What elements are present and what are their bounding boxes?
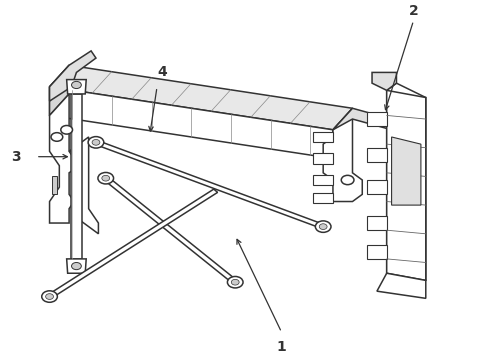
Circle shape <box>231 279 239 285</box>
Polygon shape <box>67 80 86 94</box>
Text: 2: 2 <box>409 4 418 18</box>
Text: 4: 4 <box>157 66 167 80</box>
Polygon shape <box>52 176 57 194</box>
Circle shape <box>341 175 354 185</box>
Polygon shape <box>367 148 387 162</box>
Polygon shape <box>67 259 86 273</box>
Polygon shape <box>314 175 333 185</box>
Polygon shape <box>314 132 333 142</box>
Polygon shape <box>314 153 333 164</box>
Polygon shape <box>387 83 426 288</box>
Polygon shape <box>372 72 396 90</box>
Circle shape <box>98 172 114 184</box>
Polygon shape <box>72 180 76 202</box>
Circle shape <box>61 126 73 134</box>
Polygon shape <box>49 94 79 223</box>
Polygon shape <box>69 137 98 234</box>
Circle shape <box>102 175 110 181</box>
Circle shape <box>319 224 327 229</box>
Polygon shape <box>103 177 237 284</box>
Polygon shape <box>367 180 387 194</box>
Polygon shape <box>367 112 387 126</box>
Polygon shape <box>49 65 69 116</box>
Text: 1: 1 <box>277 340 287 354</box>
Polygon shape <box>323 108 362 202</box>
Polygon shape <box>95 140 324 229</box>
Circle shape <box>46 294 53 300</box>
Polygon shape <box>314 193 333 203</box>
Circle shape <box>88 136 104 148</box>
Circle shape <box>72 81 81 89</box>
Polygon shape <box>392 137 421 205</box>
Circle shape <box>92 139 100 145</box>
Polygon shape <box>367 244 387 259</box>
Polygon shape <box>333 108 392 130</box>
Polygon shape <box>377 273 426 298</box>
Polygon shape <box>49 51 96 101</box>
Polygon shape <box>49 87 333 158</box>
Circle shape <box>42 291 57 302</box>
Circle shape <box>227 276 243 288</box>
Polygon shape <box>367 216 387 230</box>
Circle shape <box>72 262 81 270</box>
Polygon shape <box>48 189 218 298</box>
Circle shape <box>51 133 63 141</box>
Text: 3: 3 <box>12 150 21 164</box>
Polygon shape <box>387 90 426 280</box>
Circle shape <box>316 221 331 232</box>
Polygon shape <box>49 65 352 130</box>
Polygon shape <box>71 94 82 259</box>
